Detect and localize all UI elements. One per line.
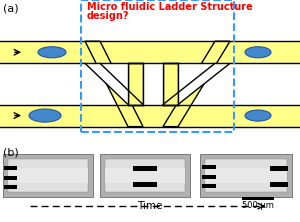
Bar (205, 159, 287, 192)
Polygon shape (163, 41, 230, 127)
Bar (3, 154, 93, 197)
Bar (133, 182, 157, 187)
Bar (105, 168, 185, 183)
Bar (4, 185, 17, 189)
Bar (200, 154, 292, 197)
Polygon shape (85, 63, 128, 105)
Bar (163, 63, 178, 105)
Bar (205, 168, 287, 183)
Bar (270, 166, 288, 171)
Bar (202, 175, 216, 179)
Bar (202, 184, 216, 188)
Ellipse shape (245, 47, 271, 58)
Bar (270, 182, 288, 187)
Bar (100, 154, 190, 197)
Text: Micro fluidic Ladder Structure: Micro fluidic Ladder Structure (87, 2, 253, 12)
Bar (0, 41, 300, 63)
Polygon shape (85, 41, 143, 127)
Bar (143, 63, 163, 105)
Text: Time: Time (137, 201, 163, 211)
Bar (0, 105, 300, 127)
Bar (8, 168, 88, 183)
Bar (81, 0, 234, 132)
Bar (4, 166, 17, 170)
Bar (105, 159, 185, 192)
Text: (a): (a) (3, 3, 19, 13)
Bar (128, 63, 143, 105)
Ellipse shape (29, 109, 61, 122)
Bar (4, 176, 17, 180)
Bar (242, 197, 274, 200)
Ellipse shape (245, 110, 271, 121)
Text: (b): (b) (3, 147, 19, 157)
Bar (202, 165, 216, 169)
Bar (133, 166, 157, 171)
Bar (8, 159, 88, 192)
Text: 500 μm: 500 μm (242, 201, 274, 210)
Text: design?: design? (87, 11, 130, 21)
Polygon shape (178, 63, 230, 105)
Ellipse shape (38, 47, 66, 58)
